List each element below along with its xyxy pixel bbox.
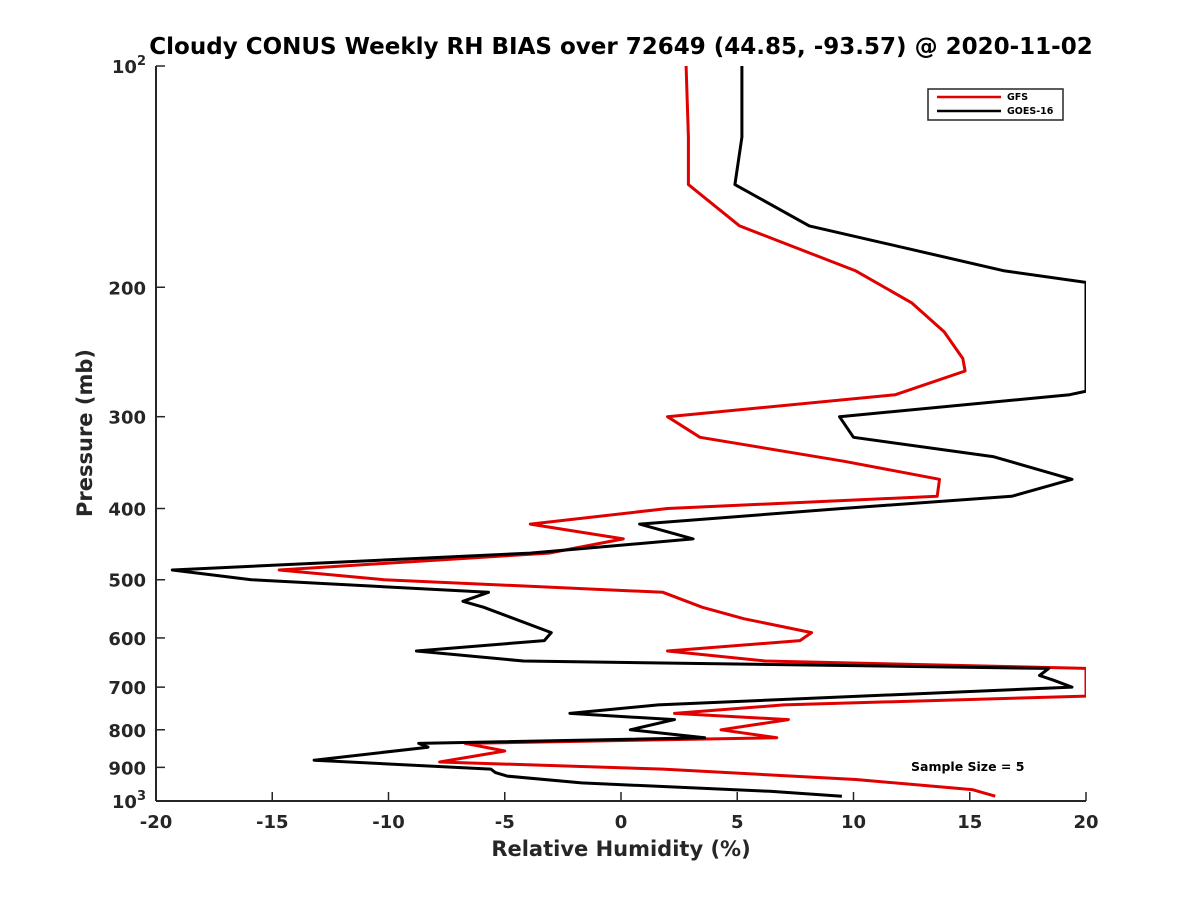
legend-label-gfs: GFS bbox=[1007, 92, 1028, 103]
legend-box bbox=[927, 88, 1064, 121]
sample-size-annotation: Sample Size = 5 bbox=[911, 759, 1024, 774]
x-tick-label: -5 bbox=[495, 812, 515, 833]
y-tick-label: 900 bbox=[108, 758, 146, 779]
series-layer bbox=[170, 66, 1086, 798]
y-tick-label: 500 bbox=[108, 571, 146, 592]
y-tick-label: 400 bbox=[108, 500, 146, 521]
y-tick-label: 600 bbox=[108, 629, 146, 650]
chart-title: Cloudy CONUS Weekly RH BIAS over 72649 (… bbox=[149, 34, 1092, 60]
y-tick-label: 800 bbox=[108, 721, 146, 742]
x-axis-label: Relative Humidity (%) bbox=[491, 837, 750, 861]
x-ticks: -20 -15 -10 -5 0 5 10 15 20 bbox=[140, 792, 1099, 833]
legend-label-goes16: GOES-16 bbox=[1007, 106, 1054, 117]
y-tick-label: 700 bbox=[108, 678, 146, 699]
y-axis-label: Pressure (mb) bbox=[73, 349, 97, 517]
x-tick-label: -20 bbox=[140, 812, 173, 833]
x-tick-label: -15 bbox=[256, 812, 289, 833]
series-line-goes16 bbox=[170, 66, 1086, 798]
x-tick-label: 10 bbox=[841, 812, 866, 833]
y-tick-label: 200 bbox=[108, 278, 146, 299]
series-line-gfs bbox=[277, 66, 1086, 798]
x-tick-label: 5 bbox=[731, 812, 744, 833]
legend: GFS GOES-16 bbox=[927, 88, 1064, 121]
x-tick-label: 15 bbox=[957, 812, 982, 833]
x-tick-label: 20 bbox=[1073, 812, 1098, 833]
y-tick-label: 300 bbox=[108, 408, 146, 429]
x-tick-label: -10 bbox=[372, 812, 405, 833]
x-tick-label: 0 bbox=[615, 812, 628, 833]
